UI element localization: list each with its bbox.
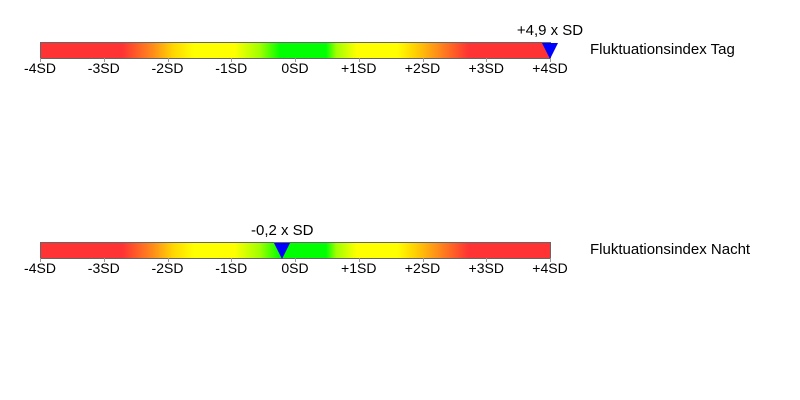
- tick-mark: [422, 258, 424, 262]
- tick-label: +3SD: [468, 60, 504, 76]
- tick-mark: [231, 58, 233, 62]
- tick-mark: [40, 258, 41, 262]
- tick-label: +4SD: [532, 260, 568, 276]
- tick-label: +3SD: [468, 260, 504, 276]
- gauge-name: Fluktuationsindex Nacht: [590, 241, 751, 258]
- tick-mark: [167, 58, 169, 62]
- tick-mark: [358, 258, 360, 262]
- gradient-bar: [40, 242, 551, 259]
- tick-label: +4SD: [532, 60, 568, 76]
- tick-label: -1SD: [215, 60, 248, 76]
- tick-label: -2SD: [151, 60, 184, 76]
- gradient-bar: [40, 42, 551, 59]
- tick-label: +2SD: [404, 60, 441, 76]
- value-label: -0,2 x SD: [250, 222, 314, 239]
- tick-mark: [550, 58, 551, 62]
- tick-mark: [550, 258, 551, 262]
- tick-label: +1SD: [341, 260, 377, 276]
- tick-label: -2SD: [151, 260, 184, 276]
- tick-mark: [103, 58, 105, 62]
- gauge-day: +4,9 x SD -4SD -3SD -2SD -1SD 0SD +1SD +2SD +3S…: [0, 20, 800, 80]
- tick-label: -4SD: [24, 60, 56, 76]
- tick-label: -3SD: [87, 260, 120, 276]
- tick-label: +1SD: [341, 60, 377, 76]
- tick-label: -1SD: [215, 260, 248, 276]
- gauge-night: -0,2 x SD -4SD -3SD -2SD -1SD 0SD +1SD +2SD +3S…: [0, 220, 800, 280]
- tick-label: 0SD: [281, 260, 309, 276]
- tick-mark: [486, 258, 488, 262]
- tick-label: +2SD: [404, 260, 441, 276]
- tick-mark: [486, 58, 488, 62]
- tick-mark: [422, 58, 424, 62]
- tick-mark: [295, 258, 296, 262]
- marker-triangle-icon: [542, 43, 558, 59]
- gauge-name: Fluktuationsindex Tag: [590, 41, 735, 58]
- tick-mark: [40, 58, 41, 62]
- value-label: +4,9 x SD: [516, 22, 584, 39]
- tick-mark: [103, 258, 105, 262]
- tick-mark: [231, 258, 233, 262]
- tick-label: -3SD: [87, 60, 120, 76]
- tick-mark: [167, 258, 169, 262]
- tick-label: -4SD: [24, 260, 56, 276]
- tick-mark: [358, 58, 360, 62]
- tick-mark: [295, 58, 296, 62]
- marker-triangle-icon: [274, 243, 291, 259]
- tick-label: 0SD: [281, 60, 309, 76]
